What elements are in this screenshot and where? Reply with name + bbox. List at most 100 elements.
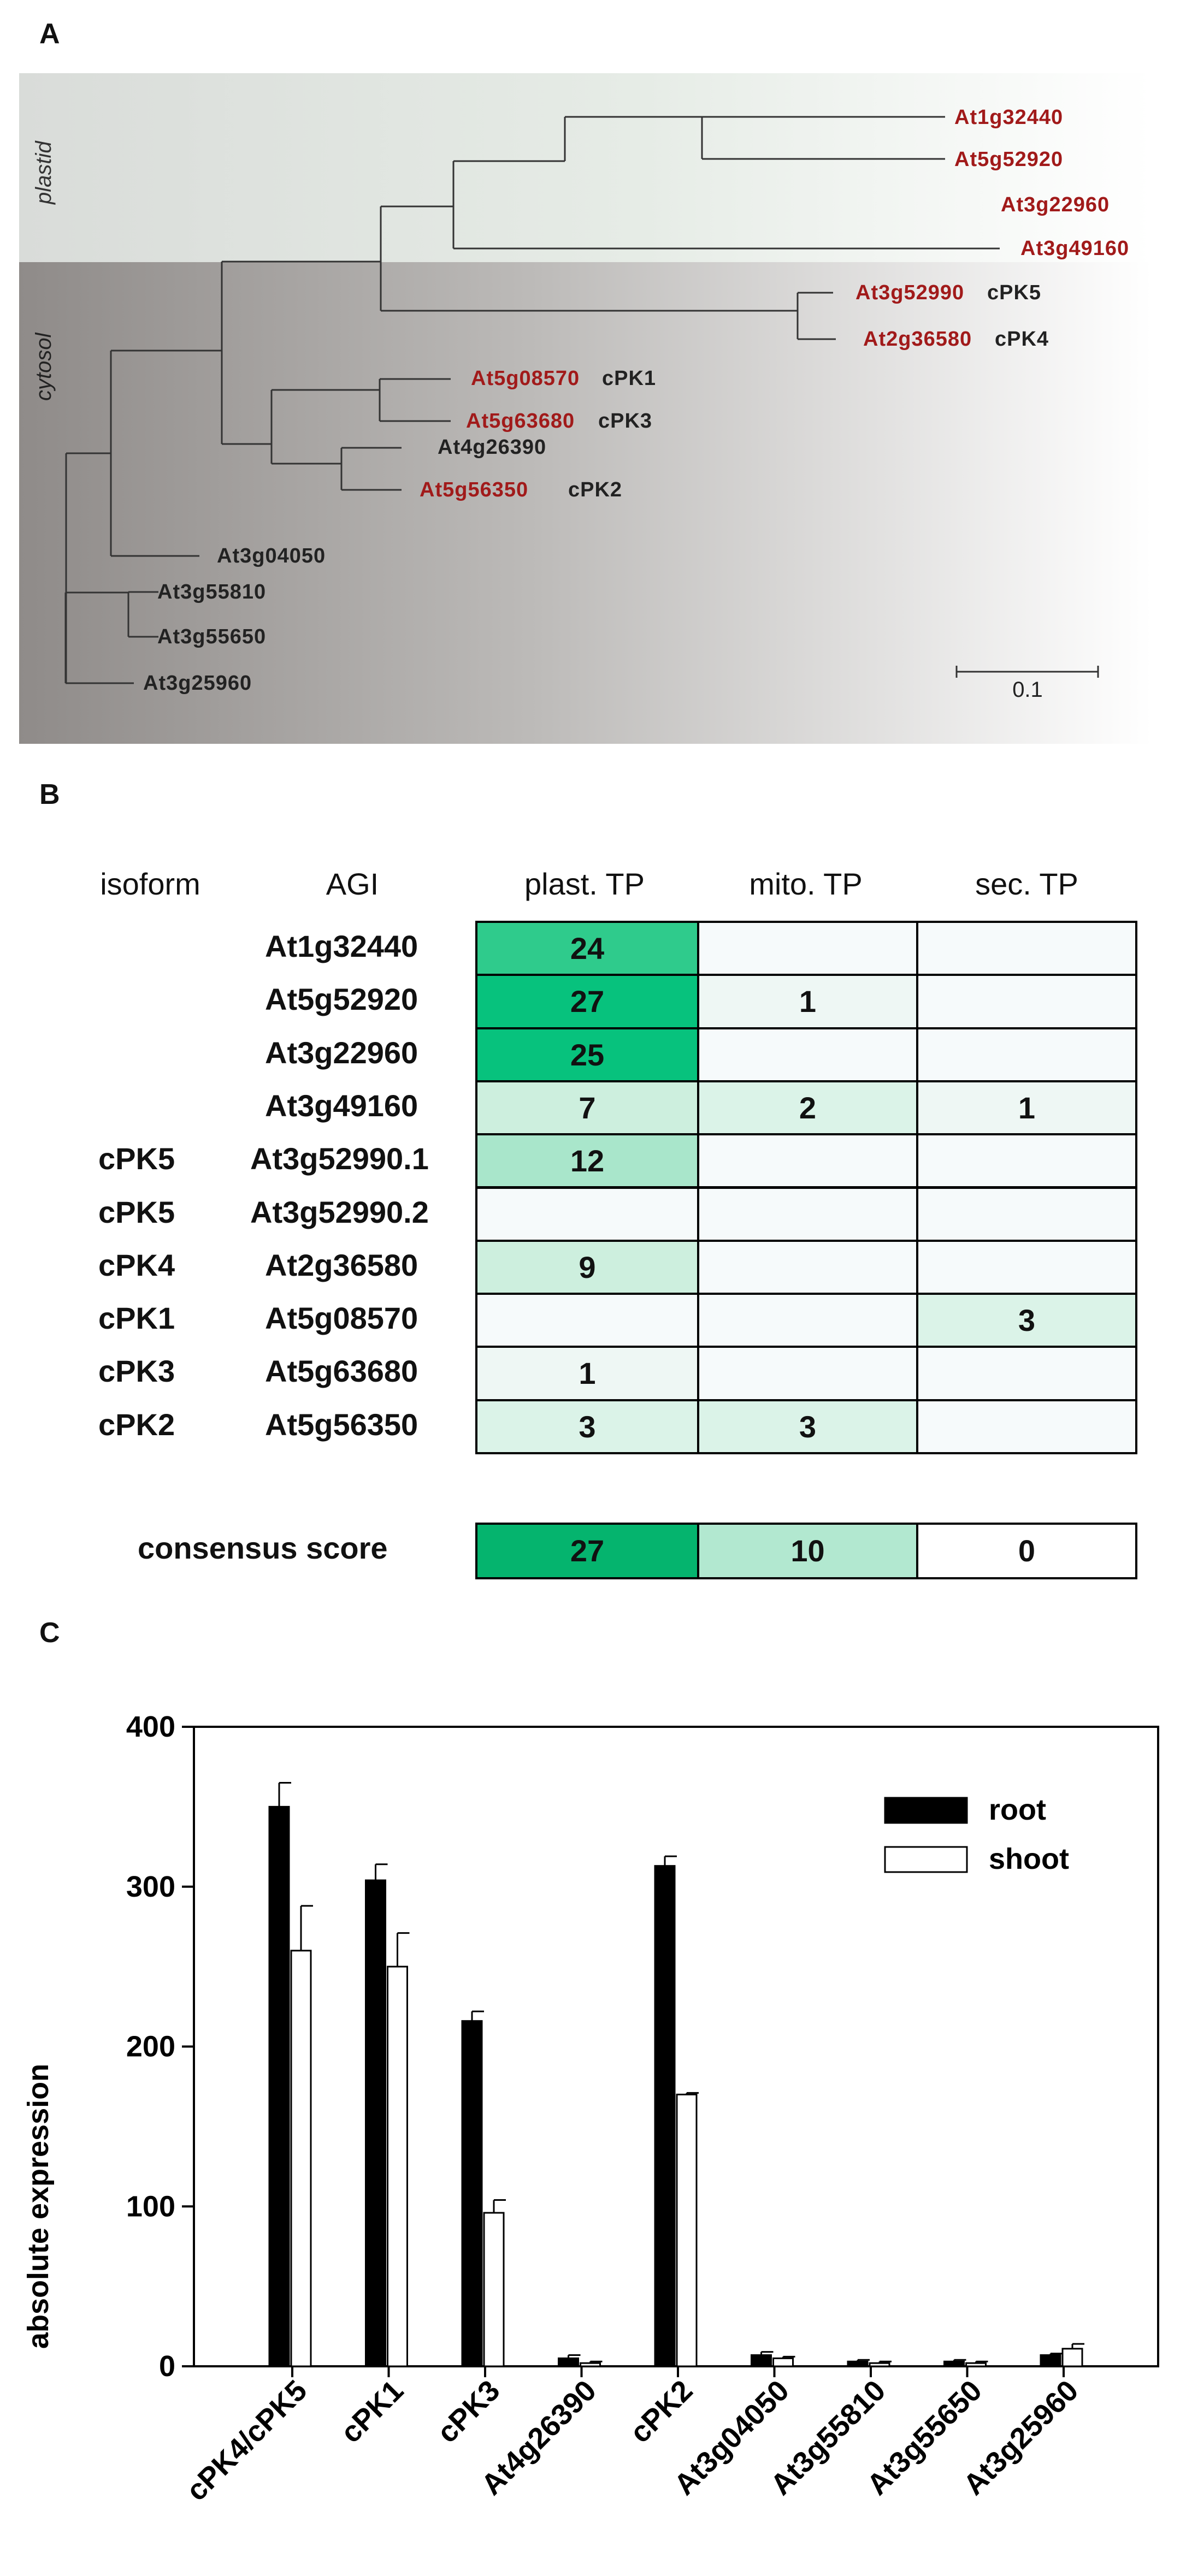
y-tick-label: 400 <box>126 1710 175 1743</box>
cell-plast-tp: 12 <box>475 1133 699 1189</box>
leaf-agi: At4g26390 <box>438 436 546 459</box>
cell-plast-tp <box>475 1186 699 1242</box>
row-agi: At3g49160 <box>265 1088 418 1123</box>
bar-shoot <box>1061 2348 1083 2367</box>
leaf-pk: cPK2 <box>568 478 622 501</box>
bar-root <box>847 2360 869 2367</box>
panel-letter-c: C <box>39 1617 60 1649</box>
consensus-mito: 10 <box>697 1523 918 1579</box>
row-agi: At5g56350 <box>265 1407 418 1442</box>
cell-sec-tp <box>916 1027 1137 1082</box>
cell-sec-tp: 1 <box>916 1080 1137 1136</box>
legend-label-shoot: shoot <box>989 1843 1069 1875</box>
row-isoform: cPK5 <box>98 1194 175 1229</box>
row-isoform: cPK1 <box>98 1301 175 1336</box>
cell-plast-tp: 27 <box>475 974 699 1029</box>
cell-sec-tp <box>916 1399 1137 1454</box>
cell-sec-tp <box>916 1239 1137 1295</box>
bar-shoot <box>772 2357 794 2367</box>
cell-mito-tp <box>697 1133 918 1189</box>
bar-root <box>943 2360 965 2367</box>
tree-branches <box>64 116 1000 684</box>
consensus-sec: 0 <box>916 1523 1137 1579</box>
consensus-plast: 27 <box>475 1523 699 1579</box>
col-header-isoform: isoform <box>100 867 200 901</box>
cell-mito-tp <box>697 1186 918 1242</box>
bar-shoot <box>869 2362 890 2367</box>
col-header-mito-tp: mito. TP <box>749 867 863 901</box>
x-tick-label: cPK1 <box>334 2374 410 2449</box>
leaf-agi: At5g56350 <box>420 478 528 501</box>
cell-sec-tp: 3 <box>916 1293 1137 1348</box>
row-isoform: cPK5 <box>98 1141 175 1176</box>
cell-mito-tp <box>697 921 918 976</box>
cell-plast-tp <box>475 1293 699 1348</box>
cell-sec-tp <box>916 974 1137 1029</box>
legend-label-root: root <box>989 1793 1046 1826</box>
legend-swatch-root <box>884 1797 968 1824</box>
x-tick-label: cPK2 <box>624 2374 699 2449</box>
col-header-plast-tp: plast. TP <box>524 867 645 901</box>
panel-letter-b: B <box>39 779 60 810</box>
bar-shoot <box>965 2362 987 2367</box>
row-agi: At2g36580 <box>265 1247 418 1282</box>
leaf-labels: At1g32440 At5g52920 At3g22960 At3g49160 … <box>143 106 1129 695</box>
y-tick-label: 200 <box>126 2030 175 2063</box>
legend-swatch-shoot <box>884 1846 968 1873</box>
cytosol-region <box>19 262 1152 744</box>
row-isoform: cPK2 <box>98 1407 175 1442</box>
panel-letter-a: A <box>39 18 60 50</box>
bar-root <box>365 1879 386 2367</box>
bar-shoot <box>290 1950 312 2367</box>
col-header-sec-tp: sec. TP <box>975 867 1078 901</box>
leaf-agi: At3g25960 <box>143 672 252 695</box>
y-tick-label: 0 <box>159 2350 175 2383</box>
cell-mito-tp <box>697 1239 918 1295</box>
leaf-agi: At5g52920 <box>954 148 1063 171</box>
row-agi: At5g08570 <box>265 1301 418 1336</box>
leaf-agi: At5g08570 <box>471 367 580 390</box>
bar-root <box>654 1865 676 2367</box>
leaf-agi: At1g32440 <box>954 106 1063 129</box>
bar-root <box>1040 2354 1061 2367</box>
cell-mito-tp <box>697 1027 918 1082</box>
plastid-region <box>19 73 1152 262</box>
leaf-pk: cPK4 <box>995 328 1049 351</box>
cell-sec-tp <box>916 1186 1137 1242</box>
cell-mito-tp <box>697 1346 918 1401</box>
bar-root <box>461 2020 483 2367</box>
leaf-agi: At3g55650 <box>157 625 266 648</box>
row-isoform: cPK3 <box>98 1354 175 1389</box>
leaf-agi: At3g52990 <box>855 281 964 304</box>
phylogenetic-tree: plastid cytosol <box>19 73 1152 744</box>
bar-shoot <box>676 2093 698 2367</box>
leaf-agi: At5g63680 <box>466 410 575 433</box>
plastid-label: plastid <box>32 140 56 205</box>
cell-plast-tp: 25 <box>475 1027 699 1082</box>
cell-plast-tp: 1 <box>475 1346 699 1401</box>
bar-root <box>558 2357 579 2367</box>
row-agi: At5g63680 <box>265 1354 418 1389</box>
cell-sec-tp <box>916 1346 1137 1401</box>
cell-plast-tp: 9 <box>475 1239 699 1295</box>
cell-plast-tp: 3 <box>475 1399 699 1454</box>
consensus-label: consensus score <box>138 1531 388 1565</box>
cell-sec-tp <box>916 921 1137 976</box>
leaf-agi: At3g55810 <box>157 581 266 603</box>
bar-shoot <box>483 2212 505 2367</box>
y-tick-label: 100 <box>126 2190 175 2223</box>
leaf-pk: cPK5 <box>987 281 1041 304</box>
bar-root <box>268 1805 290 2367</box>
leaf-agi: At3g49160 <box>1020 237 1129 260</box>
x-tick-label: cPK3 <box>431 2374 506 2449</box>
tree-svg: plastid cytosol <box>19 73 1152 744</box>
cytosol-label: cytosol <box>32 332 56 401</box>
col-header-agi: AGI <box>326 867 379 901</box>
chart-svg: absolute expression 0 100 200 300 400 cPK4/cP… <box>22 1710 1159 2507</box>
y-axis-label: absolute expression <box>22 2064 55 2349</box>
row-agi: At3g52990.2 <box>250 1194 429 1229</box>
leaf-pk: cPK1 <box>602 367 656 390</box>
leaf-agi: At3g04050 <box>217 544 326 567</box>
cell-mito-tp: 2 <box>697 1080 918 1136</box>
